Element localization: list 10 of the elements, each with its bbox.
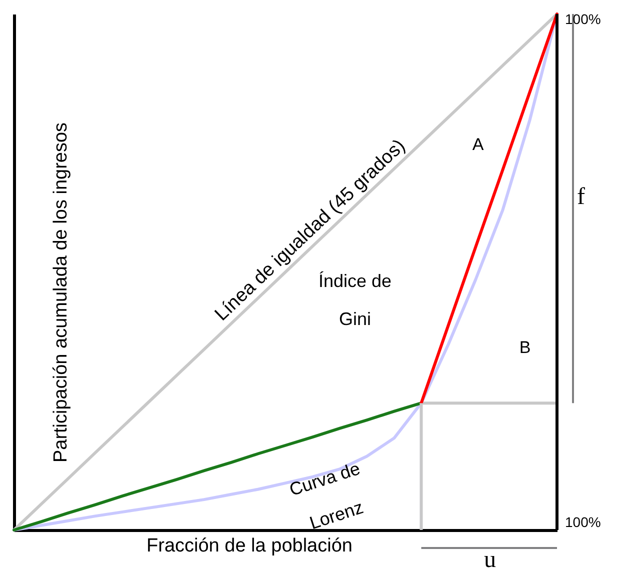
text: 100% [565, 514, 601, 530]
annotation: Curva de Lorenz [286, 458, 366, 534]
y-axis-title: Participación acumulada de los ingresos [50, 122, 72, 463]
text: f [577, 184, 585, 210]
annotation: A [472, 135, 484, 154]
text: 100% [565, 11, 601, 27]
x-axis-title: Fracción de la población [146, 536, 352, 556]
text: u [484, 547, 496, 573]
annotation: B [519, 338, 531, 357]
annotation: Índice de Gini [318, 271, 392, 329]
